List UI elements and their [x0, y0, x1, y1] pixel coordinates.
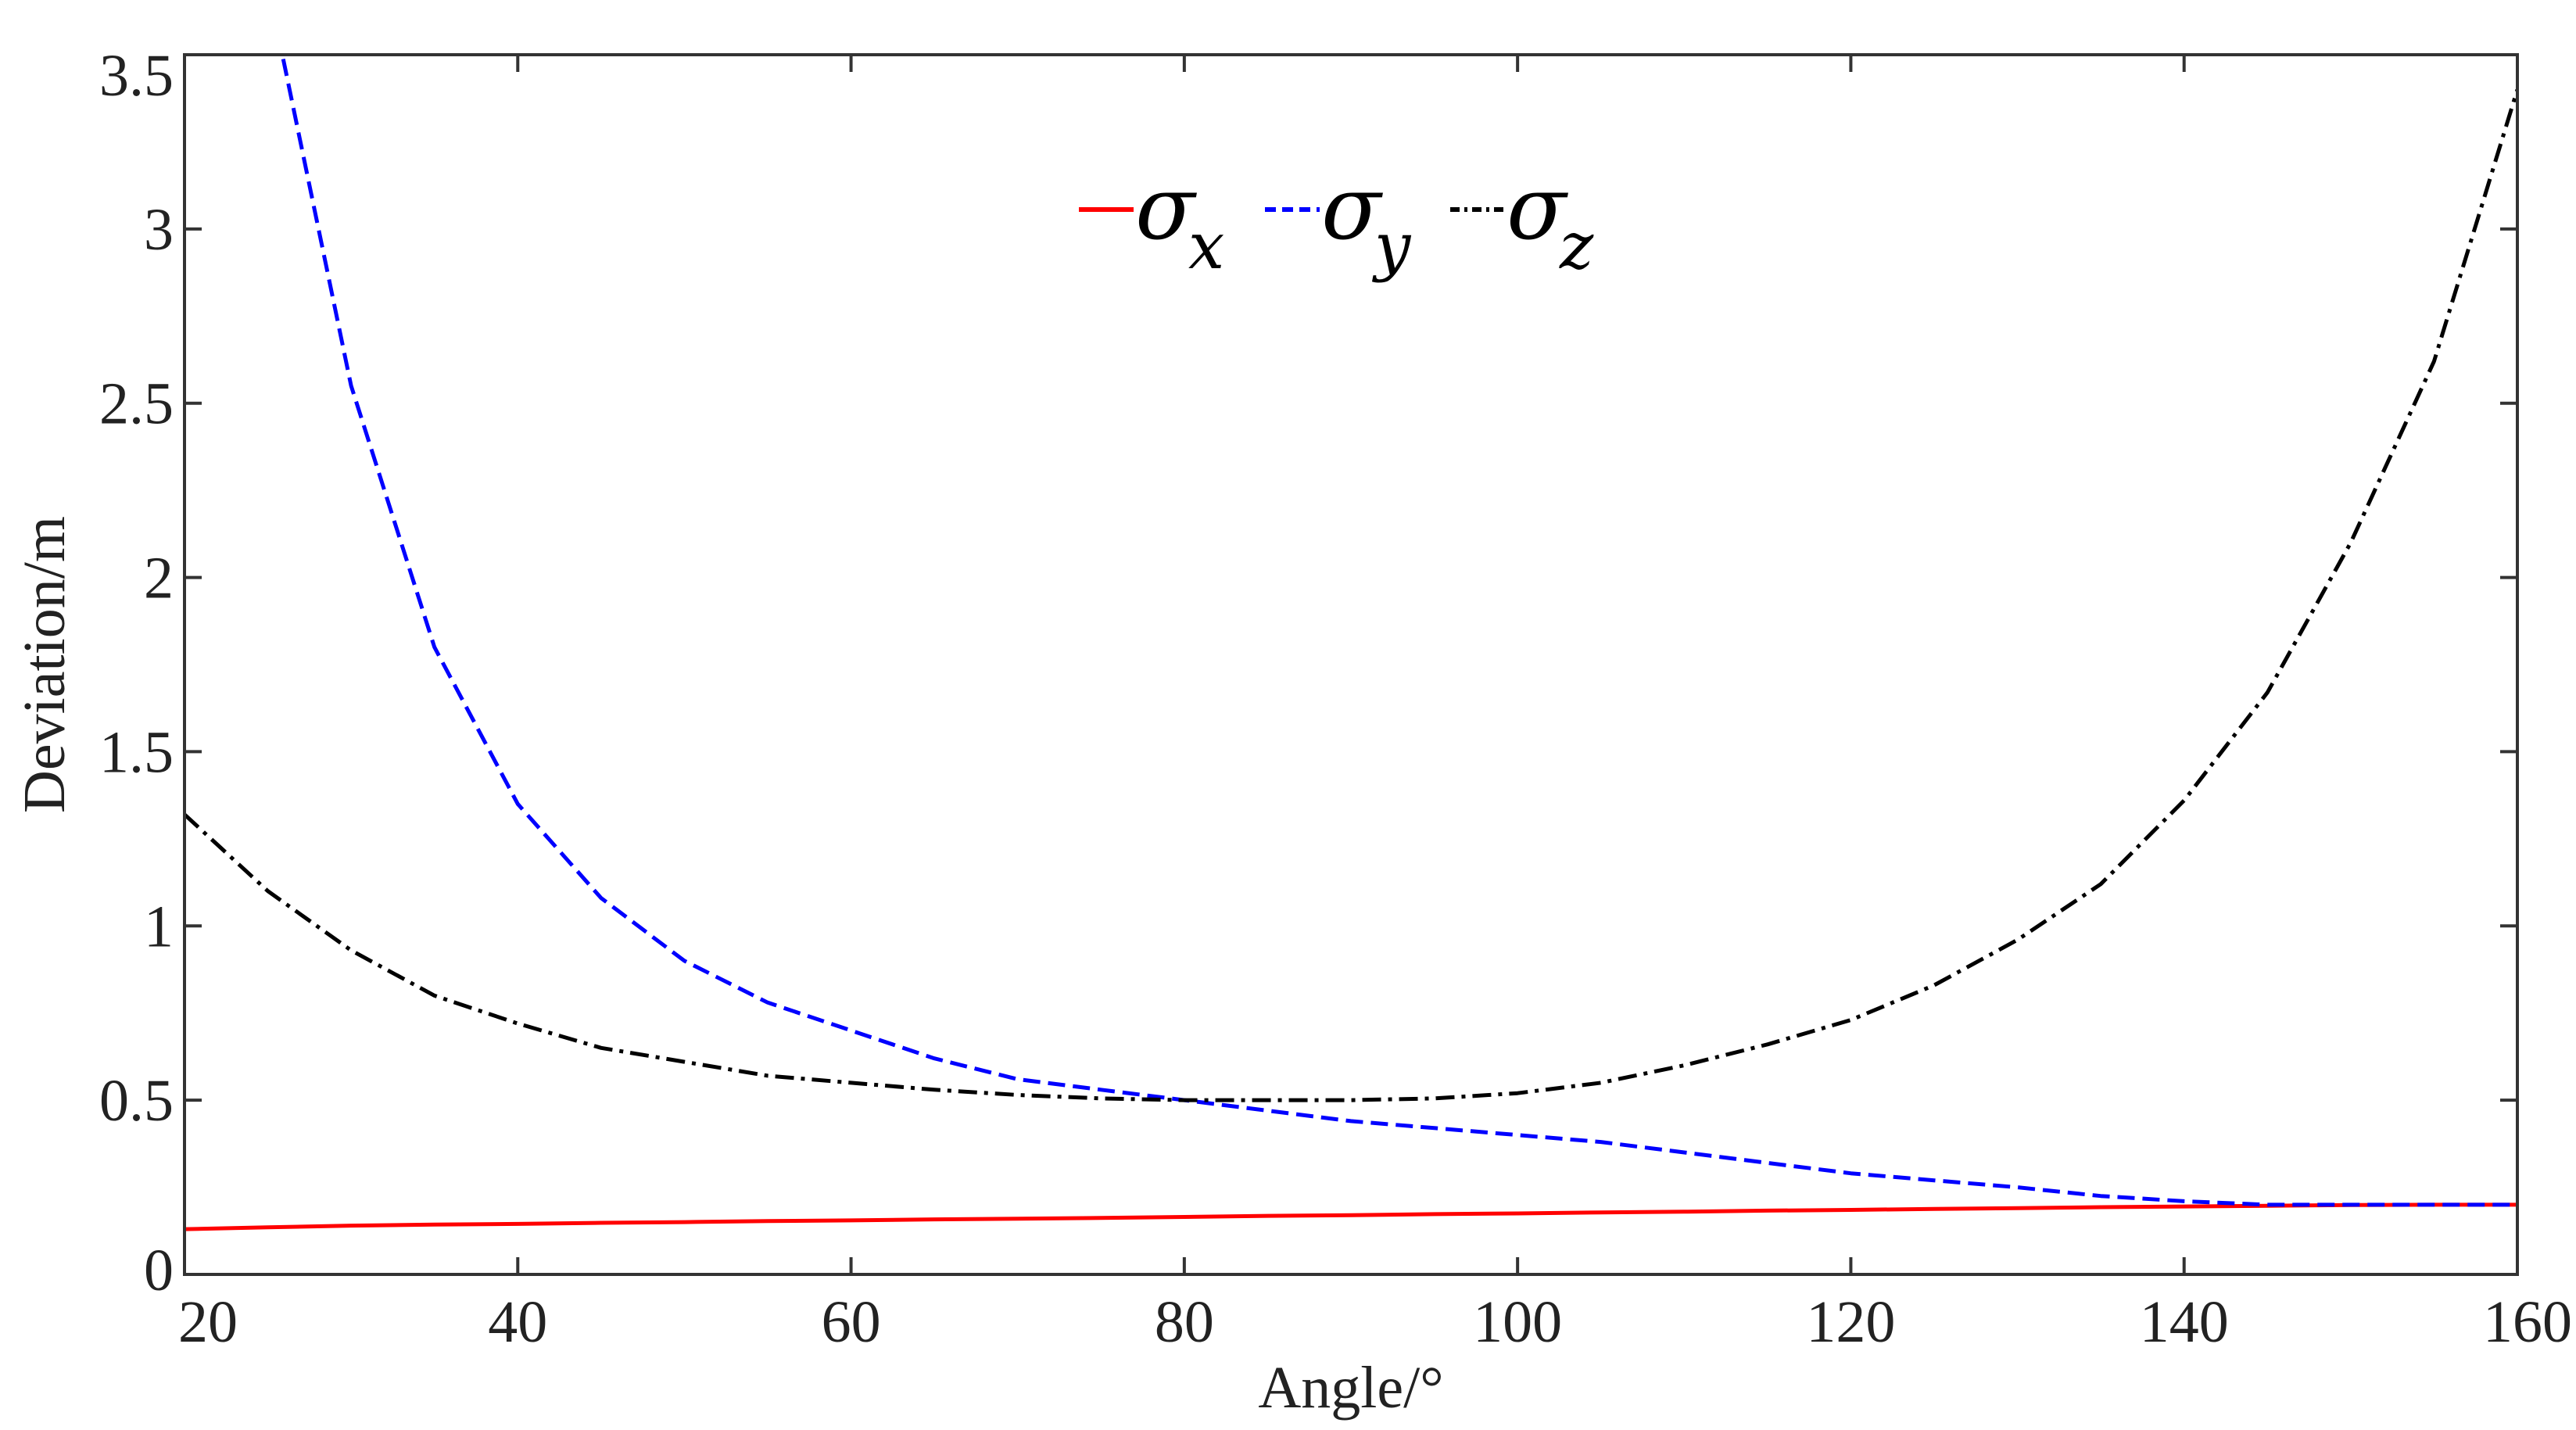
- legend-subscript-z: z: [1559, 210, 1594, 284]
- legend-label-y: σ: [1321, 158, 1383, 260]
- y-tick-label: 3: [144, 197, 174, 263]
- legend-subscript-x: x: [1188, 210, 1224, 284]
- legend: σx σy σz: [1079, 158, 1594, 284]
- x-tick-label: 160: [2483, 1289, 2572, 1355]
- series-line-x: [185, 1202, 2517, 1231]
- plot-background: [185, 55, 2517, 1274]
- legend-label-x: σ: [1135, 158, 1197, 260]
- series-layer: [185, 55, 2517, 1231]
- series-line-y: [280, 55, 2517, 1207]
- x-tick-label: 60: [822, 1289, 881, 1355]
- x-axis-ticks: 20 40 60 80 100 120 140 160: [178, 55, 2572, 1355]
- y-tick-label: 1.5: [99, 719, 174, 785]
- y-tick-label: 0: [144, 1238, 174, 1303]
- x-tick-label: 120: [1806, 1289, 1895, 1355]
- x-tick-label: 100: [1473, 1289, 1562, 1355]
- y-tick-label: 3.5: [99, 43, 174, 109]
- y-tick-label: 2.5: [99, 371, 174, 437]
- y-axis-title: Deviation/m: [12, 516, 77, 813]
- y-axis-ticks: 0 0.5 1 1.5 2 2.5 3 3.5: [99, 43, 2517, 1303]
- x-tick-label: 80: [1155, 1289, 1214, 1355]
- x-tick-label: 140: [2140, 1289, 2229, 1355]
- x-tick-label: 40: [488, 1289, 547, 1355]
- series-line-z: [185, 88, 2517, 1102]
- legend-label-z: σ: [1507, 158, 1568, 260]
- y-tick-label: 2: [144, 546, 174, 611]
- x-axis-title: Angle/°: [1258, 1355, 1443, 1421]
- legend-subscript-y: y: [1371, 210, 1412, 284]
- y-tick-label: 0.5: [99, 1068, 174, 1134]
- x-tick-label: 20: [178, 1289, 238, 1355]
- plot-frame: [183, 53, 2519, 1276]
- y-tick-label: 1: [144, 894, 174, 959]
